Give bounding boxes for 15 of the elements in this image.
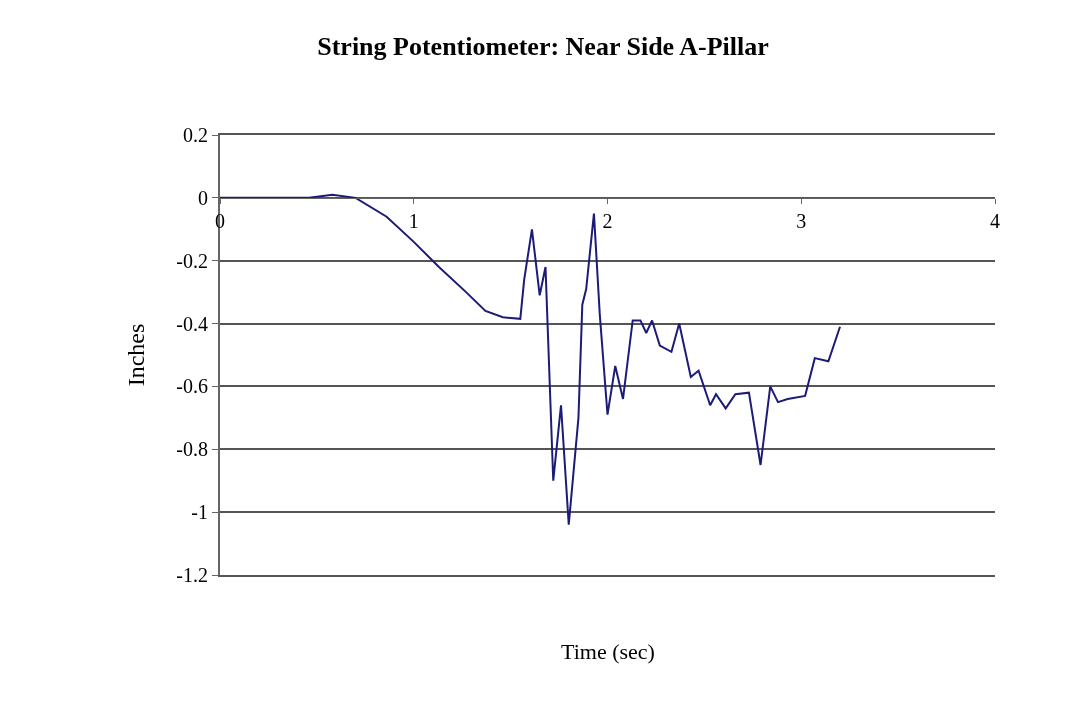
y-tick-label: 0 [198,186,208,209]
y-tick-label: 0.2 [183,124,208,146]
y-tick-label: -1.2 [176,564,208,586]
x-tick-label: 2 [602,209,613,232]
x-axis-title: Time (sec) [561,639,655,664]
y-tick-label: -0.6 [176,375,208,398]
x-tick-label: 3 [796,209,807,232]
x-tick-label: 4 [990,209,1000,232]
y-tick-label: -0.2 [176,249,208,272]
x-tick-label: 1 [408,209,419,232]
y-tick-label: -1 [191,501,208,524]
y-axis-title: Inches [122,323,149,387]
y-tick-label: -0.8 [176,438,208,461]
y-tick-label: -0.4 [176,312,208,335]
chart-title: String Potentiometer: Near Side A-Pillar [317,32,769,62]
